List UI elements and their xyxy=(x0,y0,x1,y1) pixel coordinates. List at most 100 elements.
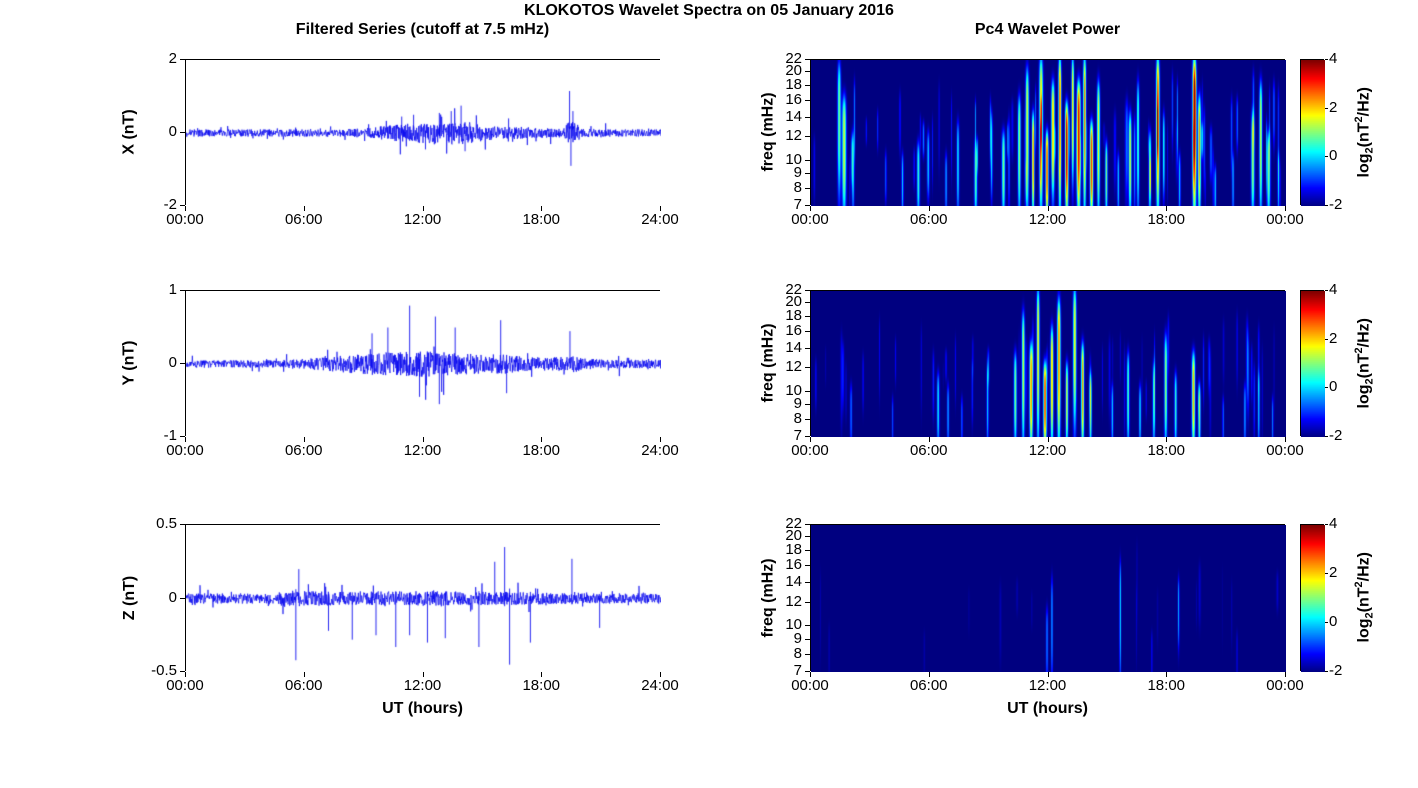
right-x-axis-label: UT (hours) xyxy=(1007,700,1088,717)
wavelet-x-ytickmark-22 xyxy=(805,59,810,60)
wavelet-x-xtick-4: 00:00 xyxy=(1266,211,1304,228)
wavelet-x-ytickmark-20 xyxy=(805,71,810,73)
wavelet-x-ytick-22: 22 xyxy=(785,50,802,67)
series-y-xtick-4: 24:00 xyxy=(641,442,679,459)
wavelet-x-ytickmark-12 xyxy=(805,136,810,138)
series-y-xtick-2: 12:00 xyxy=(403,442,442,459)
series-x-xtickmark-3 xyxy=(541,206,543,211)
series-z-ytick--0.5: -0.5 xyxy=(151,662,177,679)
wavelet-y-ytick-12: 12 xyxy=(785,358,802,376)
series-y-plot xyxy=(185,290,661,437)
wavelet-z-ytickmark-7 xyxy=(805,671,810,672)
wavelet-y-ytickmark-22 xyxy=(805,290,810,291)
series-x-xtick-3: 18:00 xyxy=(522,211,561,228)
series-x-ytickmark--2 xyxy=(180,205,185,206)
series-z-plot xyxy=(185,524,661,672)
wavelet-y-cbtickmark-2 xyxy=(1325,338,1328,340)
wavelet-z-cbtickmark--2 xyxy=(1325,671,1328,672)
wavelet-z-ytickmark-20 xyxy=(805,536,810,538)
wavelet-x-ytickmark-9 xyxy=(805,172,810,174)
series-y-ytickmark-1 xyxy=(180,290,185,291)
series-x-xtick-2: 12:00 xyxy=(403,211,442,228)
colorbar-label-text: log2(nT2/Hz) xyxy=(1352,317,1376,409)
colorbar-label-text: log2(nT2/Hz) xyxy=(1352,552,1376,643)
series-y-ytick-0: 0 xyxy=(168,354,177,371)
wavelet-z-ytick-22: 22 xyxy=(785,515,802,532)
wavelet-y-ytick-18: 18 xyxy=(785,306,802,324)
wavelet-z-ytickmark-12 xyxy=(805,601,810,603)
wavelet-y-cbtickmark-0 xyxy=(1325,387,1328,389)
series-z-xtick-1: 06:00 xyxy=(284,677,323,694)
wavelet-x-ytick-14: 14 xyxy=(785,107,802,125)
wavelet-y-ytick-10: 10 xyxy=(785,381,802,399)
wavelet-x-plot xyxy=(810,59,1286,206)
series-z-ytickmark--0.5 xyxy=(180,671,185,672)
series-x-xtickmark-0 xyxy=(185,206,186,211)
wavelet-x-cbtick-2: 2 xyxy=(1329,98,1338,116)
wavelet-y-ytickmark-9 xyxy=(805,403,810,405)
wavelet-y-ytickmark-10 xyxy=(805,390,810,392)
wavelet-x-ytickmark-14 xyxy=(805,116,810,118)
wavelet-x-xtick-0: 00:00 xyxy=(791,211,829,228)
wavelet-z-ytick-8: 8 xyxy=(793,644,802,662)
wavelet-y-xtick-1: 06:00 xyxy=(909,442,948,459)
wavelet-z-xtickmark-1 xyxy=(928,672,930,677)
wavelet-z-ytickmark-16 xyxy=(805,564,810,566)
series-z-xtick-2: 12:00 xyxy=(403,677,442,694)
wavelet-y-ytickmark-20 xyxy=(805,302,810,304)
colorbar-canvas xyxy=(1301,525,1325,672)
wavelet-power-column-title: Pc4 Wavelet Power xyxy=(974,21,1121,38)
wavelet-y-ytick-22: 22 xyxy=(785,281,802,298)
series-y-xtickmark-4 xyxy=(660,437,661,442)
series-y-ytickmark-0 xyxy=(180,363,185,364)
series-z-ytickmark-0.5 xyxy=(180,524,185,525)
wavelet-x-ytickmark-10 xyxy=(805,159,810,161)
series-z-xtickmark-4 xyxy=(660,672,661,677)
colorbar-canvas xyxy=(1301,291,1325,437)
wavelet-x-colorbar xyxy=(1300,59,1325,206)
wavelet-z-cbtick-0: 0 xyxy=(1329,613,1338,630)
wavelet-y-ytick-9: 9 xyxy=(793,394,802,412)
wavelet-y-ytickmark-7 xyxy=(805,436,810,437)
wavelet-x-canvas xyxy=(811,60,1286,206)
wavelet-x-ytick-20: 20 xyxy=(785,62,802,80)
series-y-xtick-3: 18:00 xyxy=(522,442,561,459)
series-x-ytick--2: -2 xyxy=(163,196,177,213)
series-x-canvas xyxy=(186,60,661,206)
wavelet-y-ytickmark-18 xyxy=(805,315,810,317)
wavelet-x-cbtick-0: 0 xyxy=(1329,147,1338,165)
series-x-ytickmark-0 xyxy=(180,132,185,133)
series-x-ytick-2: 2 xyxy=(168,50,177,67)
wavelet-y-xtickmark-0 xyxy=(810,437,811,442)
wavelet-x-cbtickmark--2 xyxy=(1325,205,1328,206)
wavelet-z-ytick-9: 9 xyxy=(793,629,802,647)
wavelet-z-ytick-7: 7 xyxy=(793,662,802,679)
wavelet-z-ytickmark-14 xyxy=(805,582,810,584)
wavelet-z-xtickmark-0 xyxy=(810,672,811,677)
wavelet-y-ytickmark-8 xyxy=(805,418,810,420)
wavelet-z-canvas xyxy=(811,525,1286,672)
series-y-xtickmark-0 xyxy=(185,437,186,442)
wavelet-y-xtickmark-3 xyxy=(1166,437,1168,442)
wavelet-z-ytickmark-22 xyxy=(805,524,810,525)
wavelet-z-cbtick-2: 2 xyxy=(1329,564,1338,581)
series-x-xtick-1: 06:00 xyxy=(284,211,323,228)
wavelet-z-ytickmark-9 xyxy=(805,638,810,640)
wavelet-z-cbtickmark-0 xyxy=(1325,622,1328,623)
series-x-plot xyxy=(185,59,661,206)
wavelet-z-ytick-12: 12 xyxy=(785,592,802,610)
wavelet-y-ytick-14: 14 xyxy=(785,338,802,356)
wavelet-y-cbtick-4: 4 xyxy=(1329,281,1338,298)
series-z-xtickmark-3 xyxy=(541,672,543,677)
wavelet-y-ytickmark-12 xyxy=(805,367,810,369)
wavelet-y-ytick-20: 20 xyxy=(785,293,802,311)
wavelet-x-ytickmark-7 xyxy=(805,205,810,206)
series-x-xtickmark-2 xyxy=(422,206,424,211)
wavelet-y-xtick-4: 00:00 xyxy=(1266,442,1304,459)
wavelet-y-cbtickmark-4 xyxy=(1325,290,1328,291)
wavelet-z-cbtickmark-2 xyxy=(1325,573,1328,574)
wavelet-y-colorbar-label: log2(nT2/Hz) xyxy=(1352,290,1376,436)
series-y-xtickmark-2 xyxy=(422,437,424,442)
wavelet-x-xtickmark-0 xyxy=(810,206,811,211)
wavelet-x-ytickmark-8 xyxy=(805,187,810,189)
